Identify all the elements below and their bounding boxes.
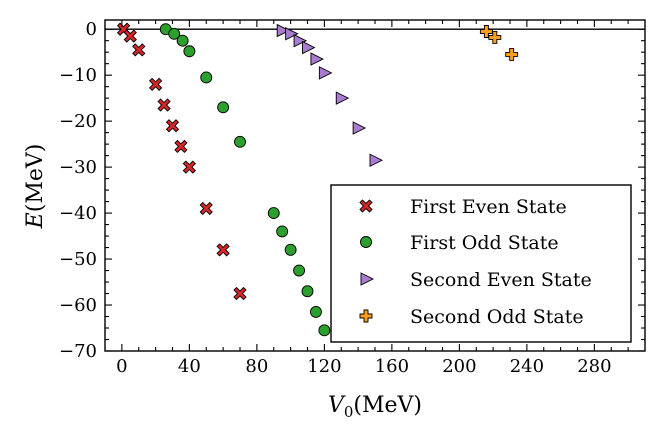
data-point: [369, 153, 384, 167]
data-point: [293, 33, 308, 48]
data-point: [234, 135, 246, 148]
legend-box: [330, 184, 632, 343]
data-point: [174, 139, 188, 154]
legend-label: Second Even State: [410, 269, 592, 291]
legend-marker: [360, 272, 375, 286]
data-point: [165, 119, 180, 133]
series-first-even-state: [116, 22, 247, 301]
data-point: [217, 101, 230, 114]
data-point: [168, 27, 181, 40]
y-axis-label: E(MeV): [23, 144, 48, 230]
data-point: [276, 225, 289, 238]
data-point: [505, 48, 519, 61]
data-point: [352, 121, 367, 135]
series-first-odd-state: [159, 23, 331, 337]
x-tick-label: 120: [307, 356, 341, 377]
data-point: [233, 286, 247, 301]
data-point: [148, 77, 163, 91]
x-tick-label: 240: [510, 356, 544, 377]
data-point: [285, 27, 299, 41]
legend-marker: [360, 236, 372, 248]
data-point: [276, 23, 291, 38]
legend-marker: [359, 199, 373, 213]
data-point: [123, 29, 137, 43]
legend-label: First Odd State: [410, 232, 559, 254]
data-points: [116, 22, 519, 337]
y-tick-label: −40: [59, 203, 97, 224]
data-point: [182, 160, 197, 174]
data-point: [488, 31, 502, 44]
legend-label: First Even State: [410, 196, 567, 218]
legend-label: Second Odd State: [410, 306, 584, 328]
data-point: [199, 201, 213, 216]
axis-ticks: [105, 20, 645, 352]
x-tick-label: 40: [178, 356, 201, 377]
legend-marker: [359, 309, 373, 323]
y-tick-label: −30: [59, 157, 97, 178]
data-point: [183, 45, 196, 58]
data-point: [318, 324, 331, 337]
y-tick-label: −20: [59, 111, 97, 132]
x-tick-label: 280: [577, 356, 611, 377]
data-point: [309, 305, 322, 318]
data-point: [267, 207, 280, 220]
y-tick-label: −70: [59, 341, 97, 362]
tick-labels: 0 40 80 120 160 200 240 280 0 −10 −20 −30 −40 −50 −60 −…: [59, 19, 612, 377]
legend: First Even State First Odd State Second Ev…: [330, 184, 632, 343]
data-point: [301, 285, 314, 298]
data-point: [293, 264, 306, 277]
y-tick-label: −10: [59, 65, 97, 86]
x-tick-label: 200: [442, 356, 476, 377]
y-tick-label: −50: [59, 249, 97, 270]
data-point: [318, 66, 333, 80]
data-point: [310, 52, 324, 66]
data-point: [176, 34, 189, 47]
x-tick-label: 0: [116, 356, 127, 377]
y-tick-label: −60: [59, 295, 97, 316]
data-point: [132, 43, 146, 57]
data-point: [157, 98, 171, 112]
x-tick-label: 80: [245, 356, 268, 377]
series-second-odd-state: [479, 25, 519, 61]
x-tick-label: 160: [375, 356, 409, 377]
data-point: [200, 71, 213, 84]
x-axis-label: V0(MeV): [328, 393, 422, 421]
series-second-even-state: [276, 23, 384, 167]
data-point: [302, 40, 316, 55]
y-tick-label: 0: [86, 19, 97, 40]
data-point: [335, 91, 350, 105]
data-point: [284, 243, 297, 256]
data-point: [216, 243, 230, 257]
